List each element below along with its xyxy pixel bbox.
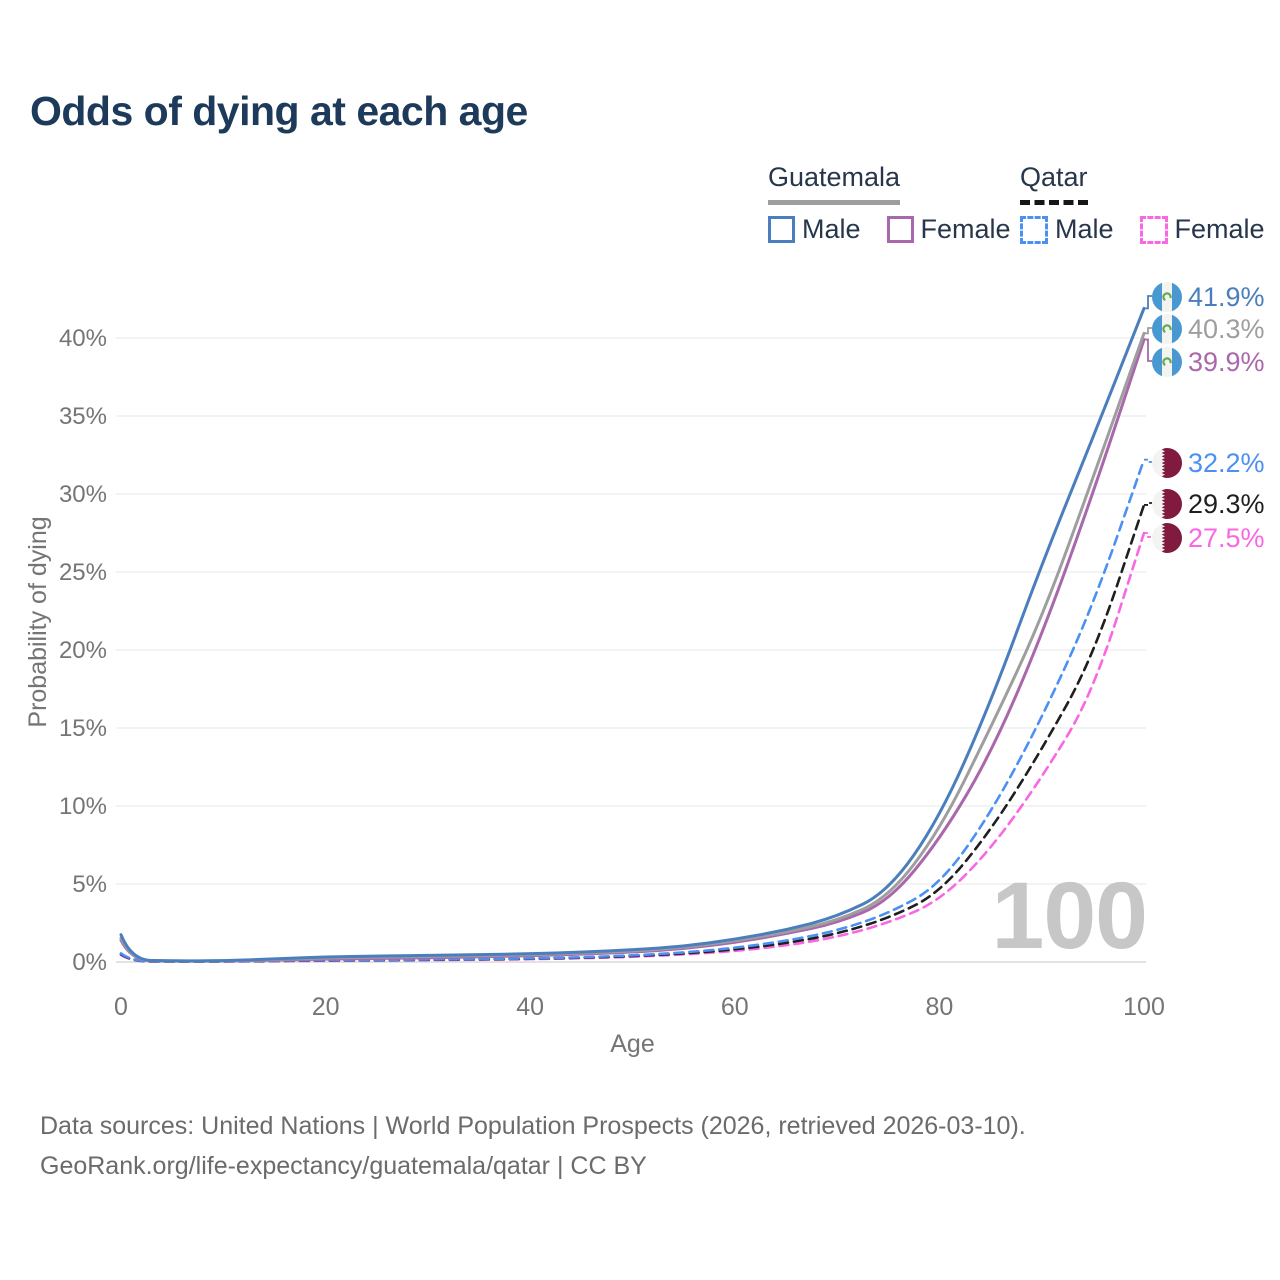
guatemala-flag-icon (1152, 347, 1182, 377)
legend-country-guatemala[interactable]: Guatemala (768, 162, 901, 205)
legend-country-qatar[interactable]: Qatar (1020, 162, 1088, 205)
qatar-flag-icon (1152, 489, 1182, 519)
legend-group-guatemala: Guatemala Male Female (768, 162, 1011, 245)
end-label-connector (1144, 338, 1152, 362)
legend-group-qatar: Qatar Male Female (1020, 162, 1265, 245)
legend-item-qatar-female[interactable]: Female (1139, 214, 1265, 245)
x-tick-label: 20 (312, 993, 340, 1021)
end-label-connector (1144, 327, 1152, 335)
x-tick-label: 60 (721, 993, 749, 1021)
x-tick-label: 0 (114, 993, 128, 1021)
legend-label-qatar-female: Female (1174, 214, 1265, 244)
y-tick-label: 30% (59, 481, 107, 508)
y-tick-label: 35% (59, 403, 107, 430)
legend-label-guatemala-male: Male (802, 214, 861, 244)
footer-line-1: Data sources: United Nations | World Pop… (40, 1112, 1026, 1140)
end-value: 41.9% (1188, 281, 1265, 312)
end-label-qatar-female: 27.5% (1152, 522, 1265, 554)
series-line-guatemala-male (119, 306, 1146, 963)
end-value: 29.3% (1188, 488, 1265, 519)
y-axis-title: Probability of dying (24, 516, 52, 727)
legend-item-guatemala-female[interactable]: Female (886, 214, 1011, 245)
x-axis-title: Age (610, 1030, 654, 1058)
checkbox-qatar-male[interactable] (1020, 215, 1048, 244)
end-value: 40.3% (1188, 313, 1265, 344)
y-tick-label: 40% (59, 325, 107, 352)
legend-entries-qatar: Male Female (1020, 214, 1265, 245)
x-tick-label: 80 (925, 993, 953, 1021)
end-label-qatar-all: 29.3% (1152, 488, 1265, 520)
qatar-flag-icon (1152, 448, 1182, 478)
end-label-connector (1144, 532, 1152, 538)
end-value: 39.9% (1188, 346, 1265, 377)
legend-label-qatar-male: Male (1055, 214, 1114, 244)
end-label-connector (1144, 502, 1152, 506)
y-tick-label: 20% (59, 637, 107, 664)
age-counter-watermark: 100 (991, 863, 1148, 969)
checkbox-guatemala-male[interactable] (768, 216, 795, 243)
x-tick-label: 40 (516, 993, 544, 1021)
legend-item-guatemala-male[interactable]: Male (768, 214, 861, 245)
footer-line-2: GeoRank.org/life-expectancy/guatemala/qa… (40, 1152, 647, 1180)
y-tick-label: 15% (59, 715, 107, 742)
page-title: Odds of dying at each age (30, 88, 528, 134)
legend-entries-guatemala: Male Female (768, 214, 1011, 245)
legend-label-guatemala-female: Female (920, 214, 1011, 244)
end-label-connector (1144, 458, 1152, 463)
legend-item-qatar-male[interactable]: Male (1020, 214, 1114, 245)
checkbox-qatar-female[interactable] (1139, 215, 1168, 244)
end-label-connector (1144, 295, 1152, 310)
end-value: 32.2% (1188, 447, 1265, 478)
qatar-flag-icon (1152, 523, 1182, 553)
end-label-guatemala-female: 39.9% (1152, 346, 1265, 378)
end-value: 27.5% (1188, 522, 1265, 553)
end-label-qatar-male: 32.2% (1152, 447, 1265, 479)
checkbox-guatemala-female[interactable] (886, 216, 914, 243)
guatemala-flag-icon (1152, 282, 1182, 312)
y-tick-label: 0% (72, 949, 107, 976)
y-tick-label: 10% (59, 793, 107, 820)
guatemala-flag-icon (1152, 314, 1182, 344)
end-label-guatemala-male: 41.9% (1152, 281, 1265, 313)
data-source-footer: Data sources: United Nations | World Pop… (40, 1106, 1026, 1186)
end-label-guatemala-all: 40.3% (1152, 313, 1265, 345)
y-tick-label: 25% (59, 559, 107, 586)
x-tick-label: 100 (1123, 993, 1165, 1021)
y-tick-label: 5% (72, 871, 107, 898)
